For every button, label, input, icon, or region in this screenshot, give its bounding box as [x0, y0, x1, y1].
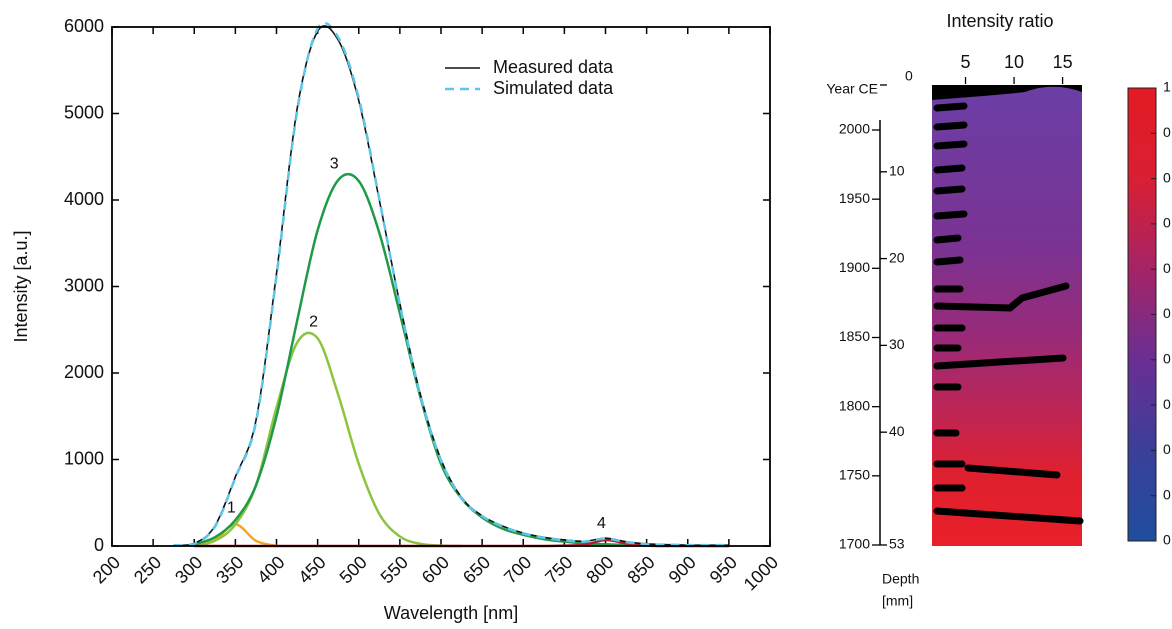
y-tick-label: 5000 [64, 102, 104, 122]
year-tick-label: 1950 [839, 190, 870, 206]
year-tick-label: 1800 [839, 397, 870, 413]
x-tick-label: 700 [500, 552, 535, 587]
x-axis-label: Wavelength [nm] [384, 603, 518, 623]
year-tick-label: 1700 [839, 536, 870, 552]
y-tick-label: 3000 [64, 275, 104, 295]
y-tick-label: 1000 [64, 448, 104, 468]
y-tick-label: 4000 [64, 189, 104, 209]
spectrum-chart: 200 250 300 350 400 450 500 550 600 650 700 750 800 8… [11, 16, 782, 623]
colorbar-tick-label: 0.2 [1163, 441, 1172, 457]
y-tick-label: 6000 [64, 16, 104, 36]
peak-label: 4 [597, 515, 606, 532]
colorbar-tick-label: 0.3 [1163, 396, 1172, 412]
legend-label: Measured data [493, 57, 614, 77]
x-tick-label: 500 [336, 552, 371, 587]
x-tick-label: 15 [1053, 52, 1073, 72]
depth-tick-label: 0 [905, 68, 913, 84]
series-line [173, 21, 729, 547]
series-line [173, 25, 729, 547]
component-line [193, 331, 462, 548]
peak-label: 3 [330, 155, 339, 172]
depth-axis-label: Depth [882, 571, 919, 587]
colorbar-tick-label: 0.9 [1163, 124, 1172, 140]
plot-frame [111, 26, 771, 547]
year-tick-label: 1750 [839, 467, 870, 483]
y-tick-label: 0 [94, 535, 104, 555]
x-tick-label: 250 [130, 552, 165, 587]
x-tick-label: 850 [623, 552, 658, 587]
x-tick-label: 600 [418, 552, 453, 587]
colorbar-tick-label: 0.1 [1163, 486, 1172, 502]
colorbar-tick-label: 0.4 [1163, 351, 1172, 367]
peak-label: 1 [227, 500, 236, 517]
colorbar-tick-label: 0.5 [1163, 305, 1172, 321]
year-tick-label: 1850 [839, 328, 870, 344]
depth-tick-label: 20 [889, 249, 905, 265]
x-tick-label: 950 [706, 552, 741, 587]
legend-label: Simulated data [493, 78, 614, 98]
x-tick-label: 300 [171, 552, 206, 587]
x-tick-label: 550 [377, 552, 412, 587]
sample-image [932, 85, 1084, 546]
colorbar-tick-label: 1 [1163, 79, 1171, 95]
x-tick-label: 5 [961, 52, 971, 72]
y-axis-label: Intensity [a.u.] [11, 230, 31, 342]
x-tick-label: 400 [253, 552, 288, 587]
y-tick-label: 2000 [64, 362, 104, 382]
depth-tick-label: 40 [889, 423, 905, 439]
x-tick-label: 1000 [740, 552, 782, 594]
layer-marks [933, 102, 1084, 525]
colorbar-tick-label: 0.7 [1163, 215, 1172, 231]
x-tick-label: 350 [212, 552, 247, 587]
year-tick-label: 1900 [839, 259, 870, 275]
depth-tick-label: 30 [889, 336, 905, 352]
colorbar-tick-label: 0 [1163, 532, 1171, 548]
x-tick-label: 750 [541, 552, 576, 587]
x-tick-label: 900 [665, 552, 700, 587]
x-tick-label: 450 [294, 552, 329, 587]
depth-axis-label: [mm] [882, 593, 913, 609]
depth-tick-label: 53 [889, 536, 905, 552]
peak-label: 2 [309, 314, 318, 331]
colorbar-tick-label: 0.8 [1163, 169, 1172, 185]
x-axis-label: Intensity ratio [946, 11, 1053, 31]
x-tick-label: 800 [582, 552, 617, 587]
year-axis-label: Year CE [826, 81, 878, 97]
depth-tick-label: 10 [889, 162, 905, 178]
x-tick-label: 650 [459, 552, 494, 587]
x-tick-label: 200 [89, 552, 124, 587]
year-tick-label: 2000 [839, 121, 870, 137]
component-line [193, 172, 729, 548]
colorbar-tick-label: 0.6 [1163, 260, 1172, 276]
sample-top [932, 85, 1082, 100]
x-tick-label: 10 [1004, 52, 1024, 72]
